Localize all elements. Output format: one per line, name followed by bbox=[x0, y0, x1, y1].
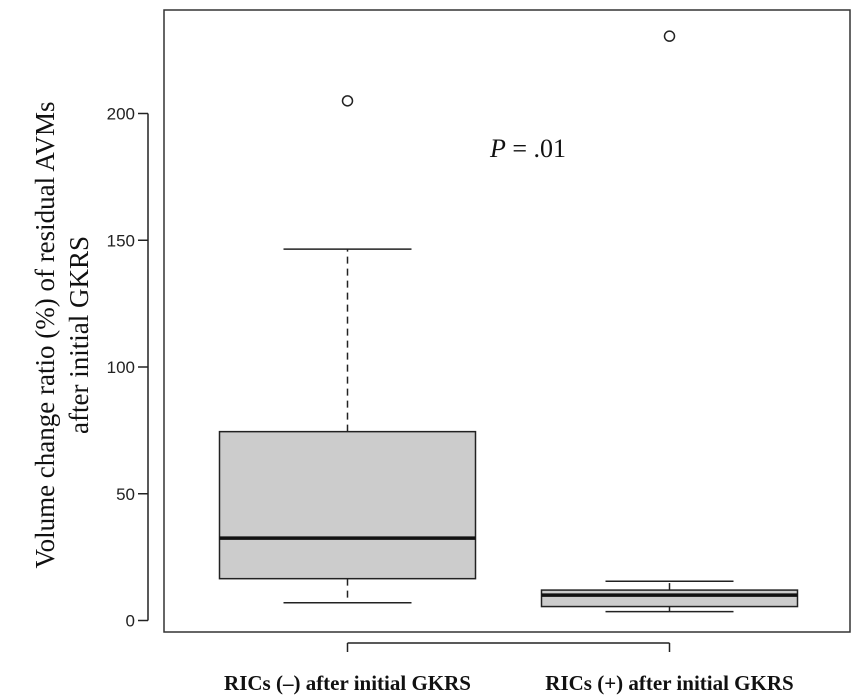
box-group bbox=[218, 95, 477, 604]
p-value-annotation: P = .01 bbox=[489, 134, 566, 163]
y-tick-label: 100 bbox=[107, 358, 135, 377]
x-axis: RICs (–) after initial GKRS RICs (+) afte… bbox=[224, 642, 794, 695]
y-axis-title: Volume change ratio (%) of residual AVMs… bbox=[30, 102, 94, 569]
y-axis: 0 50 100 150 200 bbox=[107, 105, 149, 631]
outlier-point bbox=[341, 95, 354, 107]
y-tick-label: 200 bbox=[107, 105, 135, 124]
box-group bbox=[540, 30, 799, 613]
plot-frame bbox=[163, 9, 851, 633]
y-axis-title-line1: Volume change ratio (%) of residual AVMs bbox=[30, 102, 60, 569]
x-category-label: RICs (–) after initial GKRS bbox=[224, 671, 471, 695]
y-tick-label: 50 bbox=[116, 485, 135, 504]
y-tick-label: 0 bbox=[126, 612, 135, 631]
x-category-label: RICs (+) after initial GKRS bbox=[545, 671, 793, 695]
iqr-box bbox=[218, 430, 477, 580]
y-tick-label: 150 bbox=[107, 231, 135, 250]
iqr-box bbox=[540, 589, 799, 608]
boxes-layer bbox=[218, 30, 799, 613]
outlier-point bbox=[663, 30, 676, 42]
p-italic: P bbox=[489, 134, 506, 163]
y-axis-title-line2: after initial GKRS bbox=[64, 236, 94, 434]
p-value-text: = .01 bbox=[506, 134, 566, 163]
